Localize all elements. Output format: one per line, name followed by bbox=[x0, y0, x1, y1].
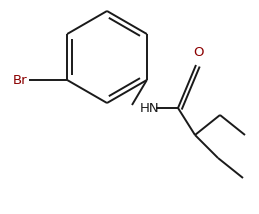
Text: HN: HN bbox=[140, 101, 160, 114]
Text: O: O bbox=[193, 46, 203, 59]
Text: Br: Br bbox=[12, 73, 27, 86]
